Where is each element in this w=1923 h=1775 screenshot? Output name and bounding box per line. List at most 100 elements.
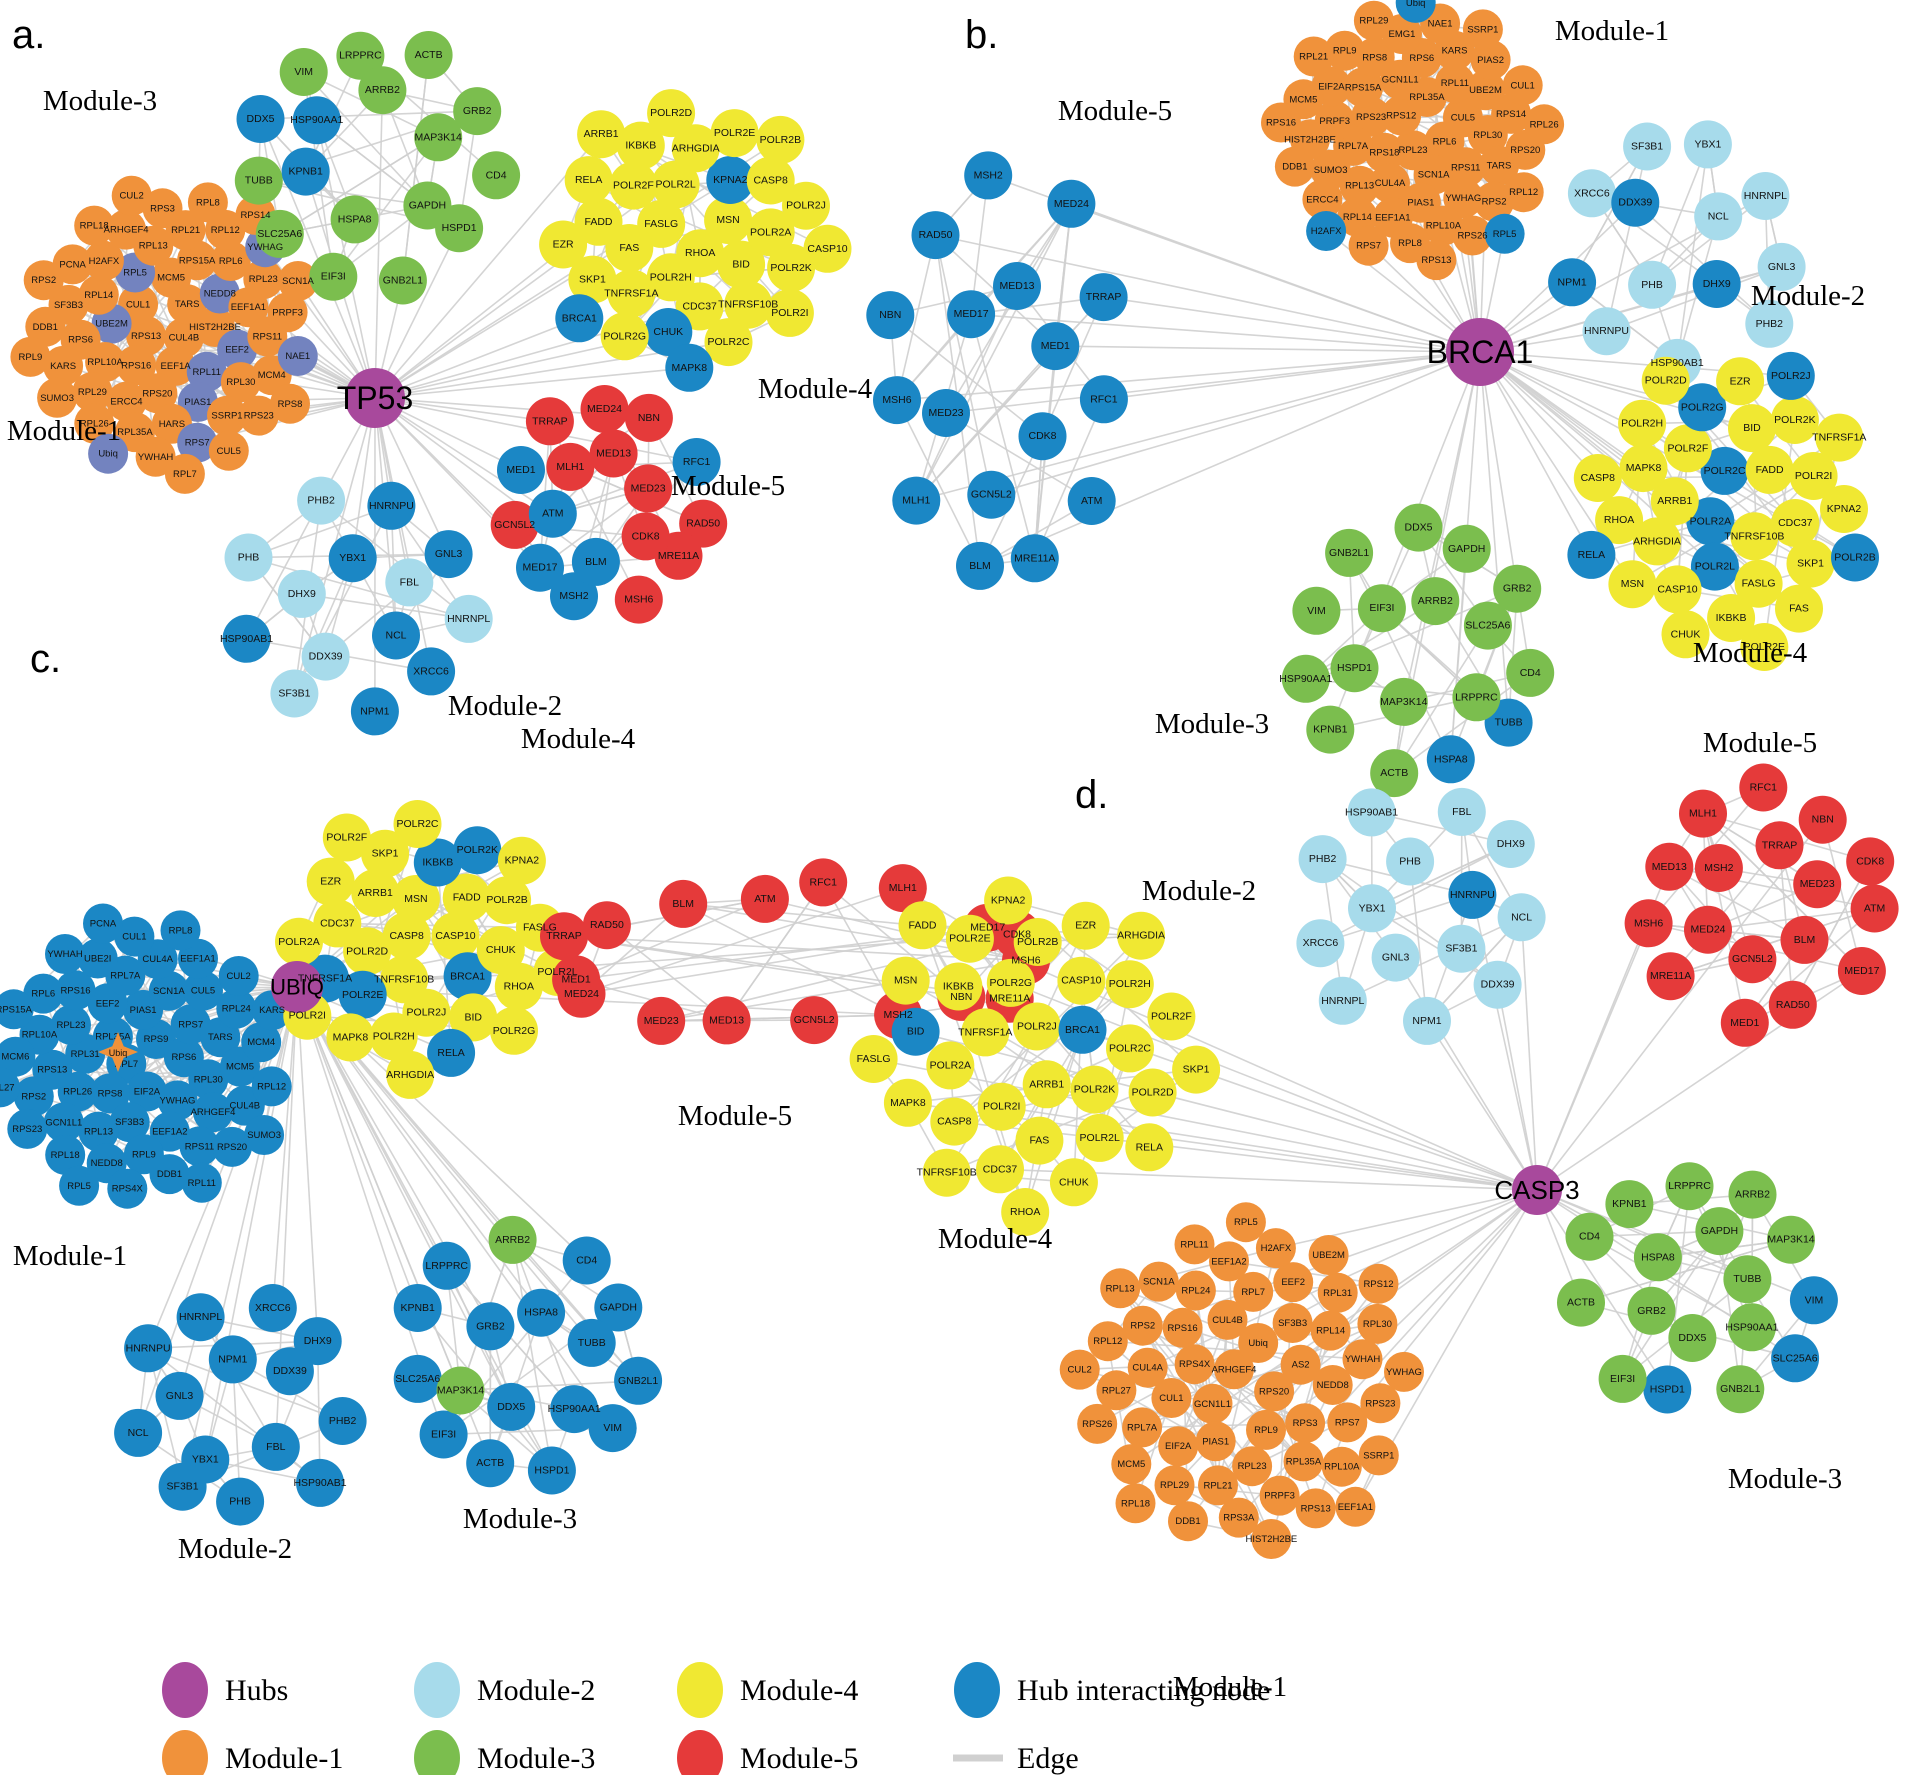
- module-node: [0, 1036, 36, 1077]
- node-label: ARHGDIA: [1117, 930, 1165, 942]
- module-node: [265, 1347, 314, 1396]
- module-node: [217, 329, 258, 370]
- module-node: [878, 864, 927, 913]
- node-label: FASLG: [857, 1053, 891, 1065]
- module-node: [23, 973, 64, 1014]
- module-node: [1357, 584, 1406, 633]
- node-label: HSP90AA1: [1279, 673, 1332, 685]
- node-label: MED17: [522, 562, 557, 574]
- module-node: [527, 1446, 576, 1495]
- module-node: [1283, 1441, 1324, 1482]
- module-node: [1595, 496, 1644, 545]
- node-label: MED13: [999, 280, 1034, 292]
- node-label: MED13: [596, 448, 631, 460]
- module-node: [1330, 644, 1379, 693]
- module-node: [1207, 1299, 1248, 1340]
- node-label: RAD50: [1776, 999, 1810, 1011]
- module-node: [1502, 65, 1543, 106]
- node-label: XRCC6: [1574, 187, 1610, 199]
- module-node: [1768, 980, 1817, 1029]
- node-label: CUL4A: [142, 954, 173, 965]
- node-label: YWHAH: [138, 452, 174, 463]
- node-label: ACTB: [1380, 767, 1408, 779]
- module-node: [1665, 1162, 1714, 1211]
- node-label: UBE2M: [95, 319, 128, 330]
- module-node: [740, 874, 789, 923]
- node-label: LRPPRC: [1455, 691, 1498, 703]
- module-node: [177, 422, 218, 463]
- module-node: [78, 274, 119, 315]
- node-label: YWHAG: [247, 242, 283, 253]
- node-label: CUL4B: [1212, 1315, 1243, 1326]
- module-node: [580, 385, 629, 433]
- node-label: SLC25A6: [257, 228, 302, 240]
- node-label: PRPF3: [1264, 1491, 1295, 1502]
- legend-swatch-m3: [414, 1730, 460, 1775]
- module-node: [279, 48, 328, 96]
- node-label: CUL1: [122, 932, 146, 943]
- module-node: [106, 381, 147, 422]
- module-node: [322, 813, 371, 862]
- edge: [1394, 957, 1538, 1191]
- module-node: [338, 970, 387, 1019]
- node-label: H2AFX: [1261, 1243, 1292, 1254]
- node-label: RPL11: [193, 367, 221, 378]
- module-node: [378, 256, 427, 305]
- node-label: KPNA2: [713, 174, 748, 186]
- node-label: MAPK8: [890, 1097, 926, 1109]
- module-node: [177, 240, 218, 281]
- module-label: Module-2: [178, 1533, 292, 1565]
- module-node: [1384, 1351, 1424, 1392]
- node-label: MCM5: [1289, 94, 1317, 105]
- module-label: Module-1: [7, 415, 121, 447]
- node-label: MRE11A: [1014, 552, 1055, 564]
- module-node: [1678, 383, 1727, 432]
- node-label: MLH1: [556, 461, 584, 473]
- module-node: [1770, 396, 1819, 444]
- edge: [204, 986, 298, 1460]
- node-label: RPS16: [1168, 1323, 1198, 1334]
- module-node: [803, 224, 852, 273]
- node-label: RPL30: [194, 1074, 223, 1085]
- node-label: HIST2H2BE: [1284, 134, 1336, 145]
- node-label: NCL: [385, 630, 406, 642]
- module-node: [1285, 1403, 1326, 1444]
- module-node: [137, 373, 178, 414]
- module-node: [1668, 1314, 1717, 1362]
- module-node: [659, 879, 708, 928]
- node-label: POLR2K: [457, 844, 498, 856]
- legend-swatch-hub: [162, 1662, 208, 1718]
- module-node: [1175, 1270, 1216, 1311]
- module-node: [1462, 9, 1503, 50]
- node-label: RPL35A: [1286, 1456, 1322, 1467]
- panel-letter-d: d.: [1075, 773, 1108, 817]
- module-node: [961, 1008, 1010, 1057]
- node-label: SSRP1: [211, 411, 242, 422]
- node-label: NBN: [879, 309, 901, 321]
- module-node: [306, 857, 355, 906]
- node-label: DDB1: [157, 1169, 182, 1180]
- node-label: RPS2: [21, 1091, 46, 1102]
- module-node: [651, 160, 700, 209]
- node-label: IKBKB: [625, 140, 656, 152]
- edge: [272, 986, 298, 1309]
- node-label: RPL12: [1093, 1336, 1122, 1347]
- node-label: MED13: [1652, 861, 1687, 873]
- hub-node-TP53: [345, 368, 405, 428]
- node-label: DHX9: [1703, 278, 1731, 290]
- edge: [971, 313, 1481, 353]
- node-label: HNRNPU: [369, 500, 414, 512]
- node-label: RPL18: [80, 221, 109, 232]
- node-label: CDK8: [632, 530, 660, 542]
- module-node: [114, 916, 155, 957]
- node-label: RPL21: [1299, 52, 1328, 63]
- module-node: [1627, 1286, 1676, 1335]
- module-label: Module-3: [1728, 1463, 1842, 1495]
- module-node: [967, 470, 1016, 519]
- module-node: [1070, 1065, 1119, 1114]
- node-label: YWHAH: [47, 949, 83, 960]
- node-label: RPL7A: [1338, 141, 1369, 152]
- hub-node-UBIQ: [271, 961, 323, 1013]
- node-label: MAP3K14: [415, 131, 462, 143]
- node-label: PHB2: [307, 495, 335, 507]
